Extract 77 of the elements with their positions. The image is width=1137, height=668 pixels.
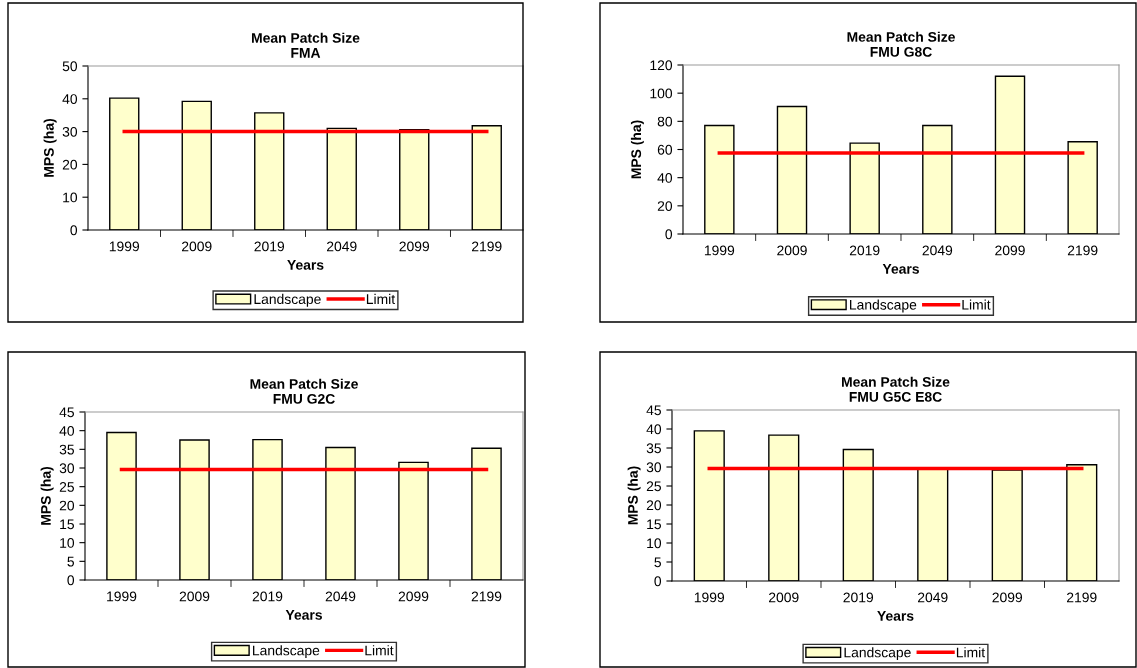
y-tick-label: 25 [59,482,74,492]
x-tick-label: 2009 [777,245,807,256]
y-tick-label: 120 [650,60,673,71]
y-tick-label: 5 [67,556,74,567]
x-tick-label: 1999 [694,592,725,603]
y-tick-label: 15 [647,519,661,530]
y-tick-label: 20 [646,500,662,511]
x-tick-label: 2199 [471,591,502,602]
y-tick-label: 5 [654,557,661,568]
legend-label: Landscape [844,647,911,661]
y-tick-label: 80 [657,116,673,127]
y-tick-label: 40 [657,173,673,183]
legend-label: Landscape [254,293,321,307]
y-tick-label: 20 [657,201,673,211]
x-tick-label: 2009 [769,592,799,603]
y-tick-label: 30 [59,463,75,474]
legend-label: Limit [956,647,986,658]
chart-title: Mean Patch Size FMU G5C E8C [842,376,950,402]
y-tick-label: 40 [646,424,662,435]
y-tick-label: 0 [70,225,78,236]
x-tick-label: 2099 [992,592,1023,603]
legend-label: Limit [366,293,396,305]
y-tick-label: 20 [59,500,75,511]
x-tick-label: 2049 [922,245,953,256]
legend-label: Limit [962,299,991,310]
y-tick-label: 0 [654,576,662,587]
y-tick-label: 10 [647,538,662,549]
x-tick-label: 2009 [179,591,210,602]
x-tick-label: 2049 [327,241,357,252]
y-tick-label: 0 [665,229,673,240]
x-tick-label: 2199 [472,241,502,252]
y-tick-label: 30 [62,126,78,137]
x-tick-label: 2009 [182,241,212,252]
y-tick-label: 35 [59,444,74,455]
x-tick-label: 2199 [1067,245,1098,256]
y-tick-label: 10 [60,538,75,548]
y-tick-label: 40 [62,94,78,104]
x-tick-label: 1999 [109,241,140,252]
x-tick-label: 2049 [325,591,356,602]
y-tick-label: 20 [62,159,78,170]
y-tick-label: 40 [59,426,75,436]
chart-title: Mean Patch Size FMU G8C [847,31,955,57]
y-tick-label: 0 [67,575,75,586]
x-axis-title: Years [287,260,324,270]
y-tick-label: 30 [646,462,662,473]
y-tick-label: 10 [63,192,78,203]
x-tick-label: 2199 [1067,592,1097,603]
x-tick-label: 2019 [849,245,880,256]
y-tick-label: 15 [60,519,74,530]
x-axis-title: Years [285,610,322,620]
x-tick-label: 2099 [399,241,430,252]
legend-label: Landscape [850,299,917,313]
x-tick-label: 2019 [252,591,283,602]
y-axis-title: MPS (ha) [43,118,57,177]
x-tick-label: 2019 [254,241,285,252]
y-tick-label: 45 [646,405,661,416]
y-axis-title: MPS (ha) [627,466,641,525]
legend-label: Limit [365,645,394,656]
x-tick-label: 1999 [704,245,735,256]
x-tick-label: 2019 [843,592,874,603]
x-axis-title: Years [882,264,919,274]
y-tick-label: 60 [657,144,673,155]
y-tick-label: 50 [62,61,78,72]
x-axis-title: Years [877,611,914,621]
y-axis-title: MPS (ha) [630,120,644,179]
legend-label: Landscape [253,645,320,659]
chart-title: Mean Patch Size FMU G2C [250,378,358,404]
y-tick-label: 100 [650,88,673,99]
chart-title: Mean Patch Size FMA [252,32,360,58]
x-tick-label: 2099 [398,591,429,602]
y-tick-label: 35 [646,443,661,454]
x-tick-label: 2099 [995,245,1025,256]
y-tick-label: 45 [59,407,74,418]
x-tick-label: 1999 [107,591,137,602]
y-axis-title: MPS (ha) [40,466,54,525]
y-tick-label: 25 [646,481,661,492]
x-tick-label: 2049 [918,592,948,603]
